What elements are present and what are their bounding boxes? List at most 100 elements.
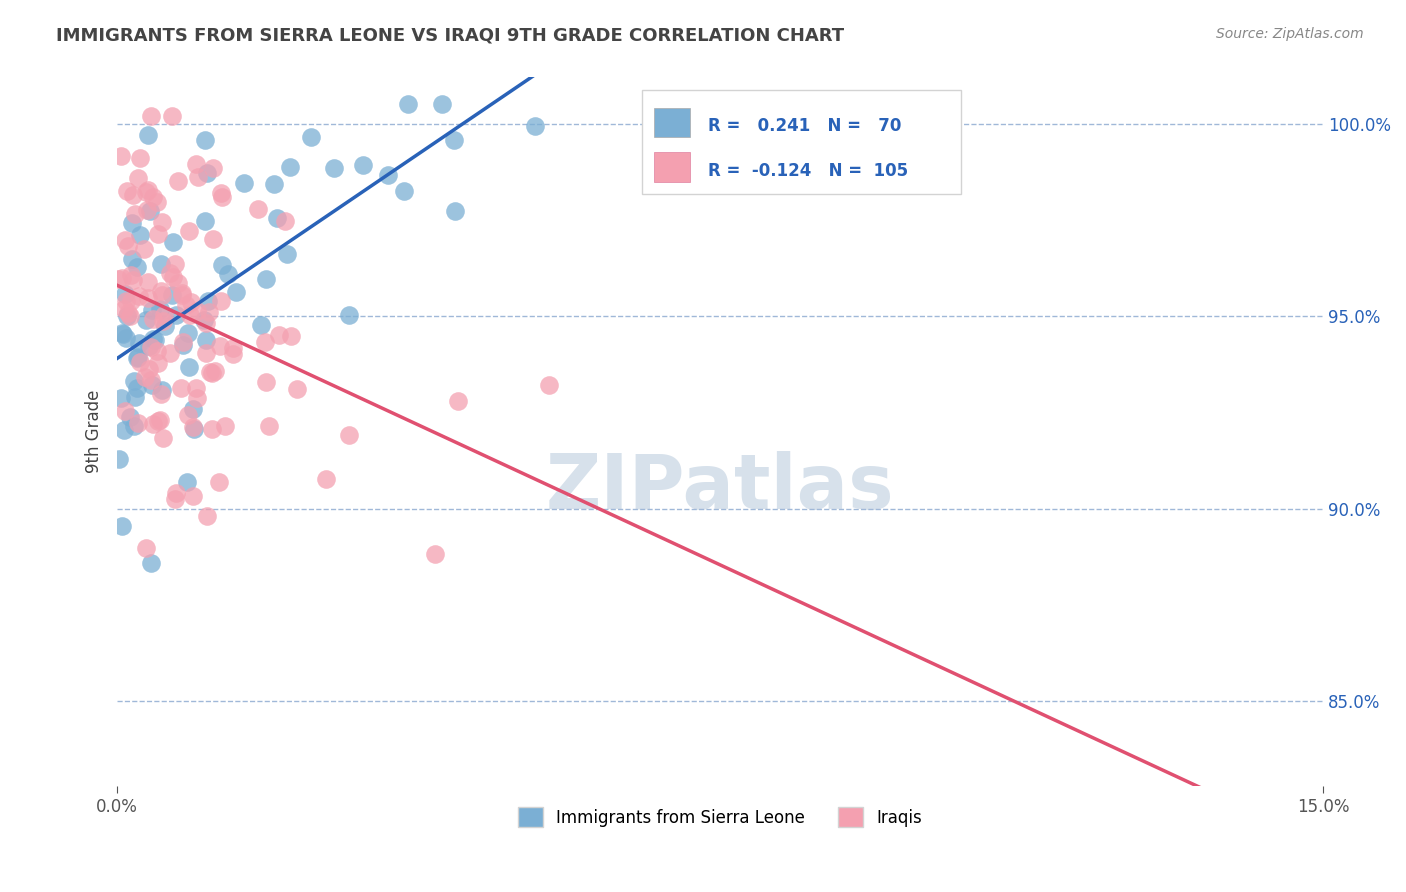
Point — [141, 378, 163, 392]
Point — [125, 260, 148, 274]
Point — [110, 391, 132, 405]
Point — [254, 335, 277, 350]
Point — [124, 390, 146, 404]
Point — [122, 188, 145, 202]
Point — [141, 302, 163, 317]
Point — [134, 242, 156, 256]
Point — [225, 285, 247, 300]
Point — [246, 202, 269, 216]
Point — [120, 309, 142, 323]
Point — [138, 362, 160, 376]
Point — [115, 331, 138, 345]
Point — [136, 202, 159, 217]
Point — [122, 374, 145, 388]
Point — [146, 356, 169, 370]
Point — [254, 272, 277, 286]
Point — [124, 207, 146, 221]
Point — [209, 186, 232, 200]
Point — [183, 422, 205, 436]
Point — [179, 223, 201, 237]
Point — [177, 326, 200, 340]
Point — [444, 204, 467, 219]
Bar — [654, 108, 690, 137]
Point — [128, 335, 150, 350]
Point — [112, 424, 135, 438]
Point — [125, 380, 148, 394]
Point — [146, 414, 169, 428]
Point — [146, 227, 169, 241]
Point — [377, 168, 399, 182]
Point — [201, 366, 224, 380]
Point — [117, 239, 139, 253]
Point — [159, 266, 181, 280]
Point — [337, 428, 360, 442]
Point — [111, 271, 134, 285]
Point — [167, 174, 190, 188]
Point — [129, 355, 152, 369]
Point — [115, 294, 138, 309]
Point — [111, 519, 134, 533]
Point — [222, 341, 245, 355]
Text: Source: ZipAtlas.com: Source: ZipAtlas.com — [1216, 27, 1364, 41]
Point — [323, 161, 346, 175]
Point — [149, 284, 172, 298]
Point — [233, 176, 256, 190]
Point — [139, 340, 162, 354]
Point — [423, 547, 446, 561]
Point — [136, 183, 159, 197]
Point — [204, 364, 226, 378]
Point — [432, 97, 454, 112]
Point — [538, 378, 561, 392]
Y-axis label: 9th Grade: 9th Grade — [86, 390, 103, 474]
Point — [280, 329, 302, 343]
Point — [209, 339, 232, 353]
Point — [149, 413, 172, 427]
Point — [152, 431, 174, 445]
Point — [197, 166, 219, 180]
Point — [139, 557, 162, 571]
Point — [184, 381, 207, 395]
Point — [112, 302, 135, 317]
Point — [266, 211, 288, 225]
Point — [150, 257, 173, 271]
Point — [118, 409, 141, 424]
Point — [152, 308, 174, 322]
Point — [160, 288, 183, 302]
Point — [352, 158, 374, 172]
Point — [122, 418, 145, 433]
Point — [165, 492, 187, 507]
Point — [129, 227, 152, 242]
Point — [273, 214, 295, 228]
Point — [121, 273, 143, 287]
Legend: Immigrants from Sierra Leone, Iraqis: Immigrants from Sierra Leone, Iraqis — [512, 800, 929, 834]
Point — [202, 232, 225, 246]
Point — [181, 419, 204, 434]
Point — [396, 97, 419, 112]
Point — [180, 295, 202, 310]
Point — [193, 312, 215, 326]
Text: ZIPatlas: ZIPatlas — [546, 451, 894, 525]
Point — [138, 338, 160, 352]
Point — [263, 178, 285, 192]
Point — [107, 272, 129, 286]
Point — [211, 189, 233, 203]
Point — [121, 216, 143, 230]
Point — [211, 258, 233, 272]
Point — [139, 109, 162, 123]
Point — [160, 109, 183, 123]
Point — [152, 383, 174, 397]
Point — [128, 151, 150, 165]
Point — [214, 419, 236, 434]
Point — [162, 269, 184, 284]
Point — [117, 306, 139, 320]
Point — [392, 185, 415, 199]
Point — [209, 294, 232, 309]
Point — [150, 288, 173, 302]
Point — [194, 214, 217, 228]
Point — [172, 335, 194, 350]
Point — [259, 419, 281, 434]
Bar — [654, 153, 690, 182]
Point — [136, 275, 159, 289]
Point — [111, 327, 134, 342]
Point — [197, 293, 219, 308]
